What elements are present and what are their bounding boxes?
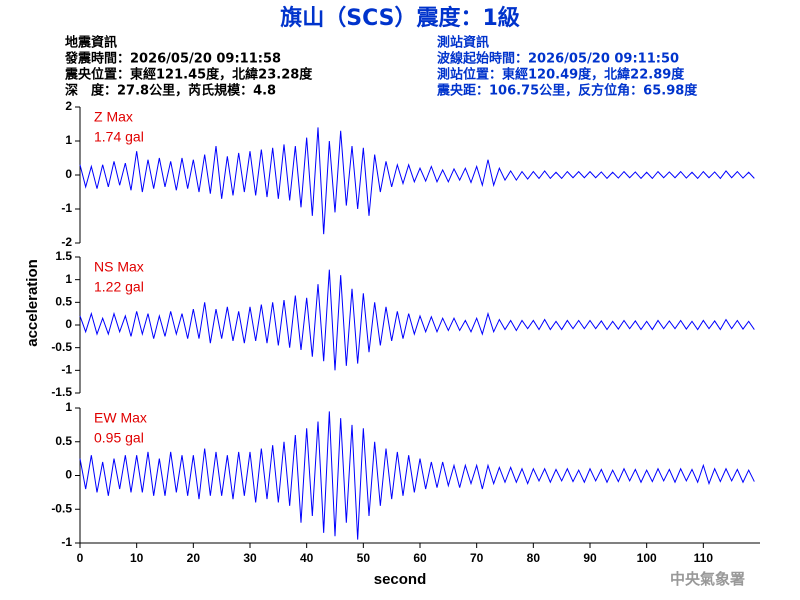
x-tick-label: 50 (357, 551, 371, 565)
x-tick-label: 70 (470, 551, 484, 565)
header-left: 深 度：27.8公里，芮氏規模：4.8 (65, 83, 276, 99)
x-axis-label: second (374, 571, 427, 588)
header-right: 震央距：106.75公里，反方位角：65.98度 (436, 83, 698, 99)
y-tick-label: 1 (65, 272, 72, 286)
y-tick-label: -0.5 (51, 501, 72, 515)
annotation: EW Max (94, 410, 147, 426)
header-left: 震央位置：東經121.45度，北緯23.28度 (64, 67, 313, 83)
annotation: Z Max (94, 109, 133, 125)
chart-title: 旗山（SCS）震度：1級 (280, 5, 520, 31)
y-tick-label: 0 (65, 167, 72, 181)
y-tick-label: -2 (61, 235, 72, 249)
x-tick-label: 40 (300, 551, 314, 565)
y-tick-label: 0 (65, 317, 72, 331)
header-right: 波線起始時間：2026/05/20 09:11:50 (437, 51, 679, 67)
x-tick-label: 20 (187, 551, 201, 565)
y-tick-label: 1 (65, 133, 72, 147)
x-tick-label: 0 (77, 551, 84, 565)
header-right: 測站位置：東經120.49度，北緯22.89度 (437, 67, 685, 83)
y-tick-label: -1.5 (51, 385, 72, 399)
waveform (79, 269, 755, 371)
x-tick-label: 110 (694, 551, 714, 565)
annotation: 1.74 gal (94, 129, 144, 145)
y-tick-label: -1 (61, 201, 72, 215)
y-tick-label: -1 (61, 363, 72, 377)
y-tick-label: 0.5 (55, 434, 72, 448)
header-left: 發震時間：2026/05/20 09:11:58 (64, 51, 281, 67)
waveform (79, 411, 755, 540)
header-left: 地震資訊 (65, 35, 117, 51)
x-tick-label: 10 (130, 551, 144, 565)
header-right: 測站資訊 (437, 35, 489, 51)
x-tick-label: 90 (583, 551, 597, 565)
annotation: 1.22 gal (94, 279, 144, 295)
y-tick-label: 0.5 (55, 295, 72, 309)
x-tick-label: 100 (637, 551, 657, 565)
y-tick-label: 1.5 (55, 249, 72, 263)
y-tick-label: 0 (65, 468, 72, 482)
y-tick-label: 1 (65, 400, 72, 414)
annotation: 0.95 gal (94, 430, 144, 446)
annotation: NS Max (94, 259, 144, 275)
y-tick-label: 2 (65, 99, 72, 113)
y-tick-label: -0.5 (51, 340, 72, 354)
x-tick-label: 30 (243, 551, 257, 565)
y-tick-label: -1 (61, 535, 72, 549)
footer: 中央氣象署 (670, 570, 745, 588)
waveform (79, 127, 755, 235)
x-tick-label: 60 (413, 551, 427, 565)
x-tick-label: 80 (527, 551, 541, 565)
y-axis-label: acceleration (24, 259, 41, 347)
